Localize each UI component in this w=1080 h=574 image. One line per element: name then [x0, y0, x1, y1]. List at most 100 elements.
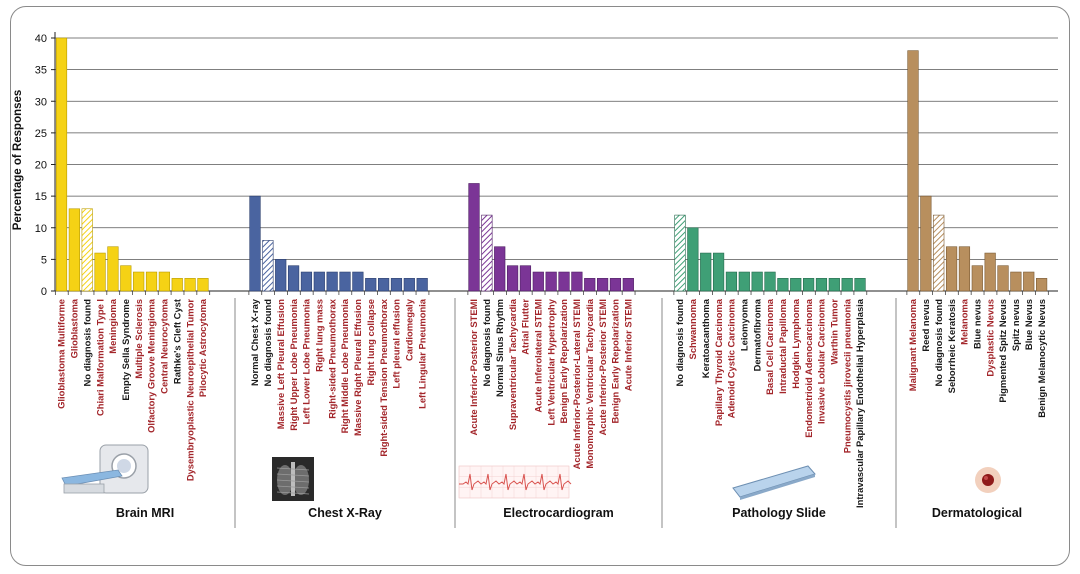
category-label: Multiple Sclerosis [133, 299, 144, 379]
category-label: Intraductal Papilloma [777, 298, 788, 394]
bar [326, 271, 338, 292]
y-tick-label: 5 [41, 254, 47, 266]
bar [933, 214, 945, 292]
y-tick-label: 10 [35, 223, 47, 235]
category-label: Left Lingular Pneumonia [416, 298, 427, 409]
y-tick-label: 25 [35, 128, 47, 140]
bar [352, 271, 364, 292]
bar [506, 265, 519, 292]
bar [377, 278, 390, 292]
bar [494, 246, 506, 292]
bar [971, 265, 983, 292]
category-label: No diagnosis found [481, 299, 492, 387]
category-label: Adenoid Cystic Carcinoma [726, 298, 737, 418]
bar [519, 265, 532, 292]
category-label: Invasive Lobular Carcinoma [816, 298, 827, 424]
bar [481, 214, 493, 292]
bars [55, 37, 1048, 292]
category-label: Cardiomegaly [404, 298, 415, 361]
bar [920, 195, 932, 292]
category-label: Dermatofibroma [751, 298, 762, 371]
category-label: No diagnosis found [674, 299, 685, 387]
category-label: Spitz nevus [1010, 299, 1021, 351]
y-axis-label: Percentage of Responses [12, 90, 24, 231]
category-label: Malignant Melanoma [907, 298, 918, 391]
bar [854, 278, 866, 292]
bar [790, 278, 802, 292]
category-label: Warthin Tumor [829, 299, 840, 365]
category-label: Normal Chest X-ray [249, 298, 260, 386]
category-label: Normal Sinus Rhythm [494, 299, 505, 397]
category-label: Papillary Thyroid Carcinoma [713, 298, 724, 426]
bar [584, 278, 596, 292]
bar [532, 271, 544, 292]
bar [390, 278, 403, 292]
bar [609, 278, 622, 292]
bar [197, 278, 209, 292]
category-label: Right Middle Lobe Pneumonia [339, 298, 350, 433]
category-labels: Glioblastoma Multiforme Glioblastoma No di… [56, 298, 1047, 508]
category-label: Benign Early Repolarization [558, 299, 569, 424]
bar [571, 271, 583, 292]
group-name: Chest X-Ray [308, 506, 382, 520]
category-label: No diagnosis found [933, 299, 944, 387]
bar [712, 252, 725, 292]
category-label: No diagnosis found [262, 299, 273, 387]
bar [1036, 278, 1048, 292]
category-label: Right lung mass [314, 299, 325, 372]
bar [403, 278, 415, 292]
category-label: Intravascular Papillary Endothelial Hype… [854, 298, 865, 508]
bar [802, 278, 815, 292]
bar [365, 278, 377, 292]
bar [313, 271, 325, 292]
y-tick-label: 35 [35, 65, 47, 77]
bar [107, 246, 119, 292]
category-label: Pigmented Spitz Nevus [997, 299, 1008, 403]
category-label: Acute Inferior-Posterior STEMI [468, 299, 479, 435]
y-tick-label: 40 [35, 33, 47, 45]
bar [674, 214, 686, 292]
bar [777, 278, 789, 292]
bar [68, 208, 80, 292]
category-label: Blue Nevus [1023, 299, 1034, 350]
category-label: Left Lower Lobe Pneumonia [301, 298, 312, 424]
bar [287, 265, 300, 292]
category-label: Left Ventricular Hypertrophy [545, 298, 556, 425]
skin-lesion-icon [975, 467, 1001, 493]
bar [815, 278, 828, 292]
ecg-strip-icon [458, 465, 572, 499]
y-tick-label: 20 [35, 160, 47, 172]
group-name: Dermatological [932, 506, 1022, 520]
bar [339, 271, 351, 292]
category-label: Massive Right Pleural Effusion [352, 299, 363, 436]
category-label: Pneumocystis jirovecii pneumonia [841, 298, 852, 453]
bar [1010, 271, 1022, 292]
bar [468, 183, 480, 292]
category-label: Olfactory Groove Meningioma [146, 298, 157, 433]
category-label: Right-sided Pneumothorax [326, 298, 337, 419]
mri-scanner-icon [61, 444, 149, 494]
category-label: Pilocytic Astrocytoma [197, 298, 208, 397]
group-name: Electrocardiogram [503, 506, 613, 520]
group-panels: Brain MRI Chest X-Ray Electrocardiogram Pat… [61, 298, 1022, 528]
category-label: Dysplastic Nevus [984, 299, 995, 377]
bar [945, 246, 958, 292]
bar [120, 265, 132, 292]
bar [738, 271, 750, 292]
bar [687, 227, 699, 292]
category-label: Hodgkin Lymphoma [790, 298, 801, 389]
bar [416, 278, 428, 292]
category-label: Left pleural effusion [391, 299, 402, 389]
bar [700, 252, 712, 292]
category-label: Atrial Flutter [520, 299, 531, 355]
group-name: Brain MRI [116, 506, 174, 520]
bar [558, 271, 570, 292]
bar [145, 271, 158, 292]
category-label: Endometrioid Adenocarcinoma [803, 298, 814, 438]
y-tick-label: 15 [35, 191, 47, 203]
category-label: Supraventricular Tachycardia [507, 298, 518, 430]
category-label: Blue nevus [972, 299, 983, 349]
category-label: Basal Cell Carcinoma [764, 298, 775, 395]
bar [133, 271, 145, 292]
